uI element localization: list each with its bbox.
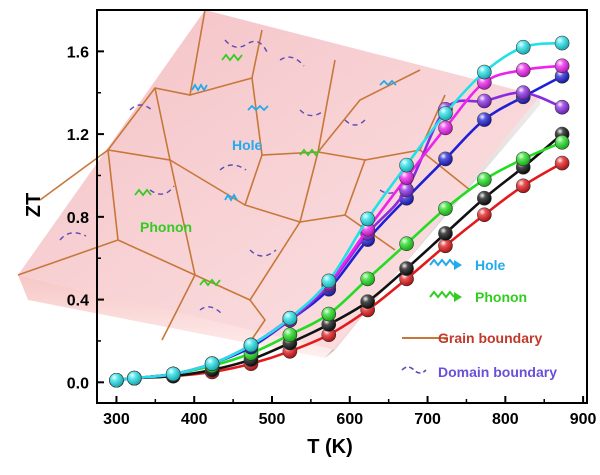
data-point-shine [438,151,453,166]
data-point-shine [438,106,453,121]
data-point-shine [109,373,124,388]
data-point-shine [321,327,336,342]
grain-boundaries [17,9,471,346]
data-point-shine [282,311,297,326]
data-point-shine [244,338,258,353]
y-tick-label: 1.6 [67,44,89,61]
series-6 [109,35,570,388]
data-point-shine [127,371,142,386]
data-point-shine [555,58,570,73]
hole-waves [191,79,397,202]
data-point-shine [282,327,297,342]
data-point-shine [477,65,492,80]
data-point-shine [399,236,414,251]
data-point-shine [477,172,492,187]
data-point-shine [438,201,453,216]
legend-label: Grain boundary [438,330,542,346]
data-point-shine [321,317,336,332]
x-tick-label: 500 [259,411,286,428]
data-point-shine [321,273,336,288]
x-tick-label: 600 [336,411,363,428]
x-axis-title: T (K) [307,436,353,458]
legend-item-dashed-line: Domain boundary [401,364,557,380]
data-point-shine [438,238,453,253]
data-point-shine [321,307,336,322]
series-layer [109,35,570,388]
data-point-shine [399,271,414,286]
x-tick-label: 400 [181,411,208,428]
data-point-shine [399,170,414,185]
axes [96,9,588,404]
y-tick-label: 1.2 [67,127,89,144]
data-point-shine [360,271,375,286]
legend-arrow [454,292,462,302]
slab-top-face [18,10,540,350]
plot-frame [96,9,588,404]
data-point-shine [516,178,531,193]
y-axis-title: ZT [23,193,45,217]
x-tick-label: 900 [570,411,597,428]
legend-swatch [429,290,455,299]
y-tick-label: 0.4 [67,293,89,310]
data-point-shine [360,294,375,309]
data-point-shine [205,356,220,371]
data-point-shine [438,226,453,241]
data-point-shine [477,207,492,222]
legend-item-solid-line: Grain boundary [402,330,542,346]
x-tick-label: 700 [414,411,441,428]
legend-swatch [429,258,455,267]
data-point-shine [555,69,570,84]
legend-label: Hole [475,257,506,273]
legend-swatch [401,366,427,374]
data-point-shine [477,191,492,206]
y-tick-label: 0.8 [67,210,89,227]
y-tick-label: 0.0 [67,375,89,392]
phonon-waves [134,53,321,287]
data-point-shine [555,36,570,51]
data-point-shine [516,40,531,55]
data-point-shine [166,367,181,382]
data-point-shine [516,85,531,100]
data-point-shine [360,211,375,226]
data-point-shine [555,156,570,171]
x-tick-label: 800 [492,411,519,428]
data-point-shine [399,158,414,173]
legend: Hole Phonon Grain boundary Domain boundary [401,257,557,380]
data-point-shine [477,94,492,109]
x-tick-label: 300 [103,411,130,428]
data-point-shine [516,151,531,166]
legend-label: Domain boundary [438,364,557,380]
legend-arrow [454,260,462,270]
domain-boundaries [59,39,403,315]
data-point-shine [516,62,531,77]
data-point-shine [399,261,414,276]
ticks: 300 400 500 600 700 800 900 0.0 0.4 0.8 1.2 1.6 [67,44,597,428]
data-point-shine [477,112,492,127]
inset-phonon-label: Phonon [140,219,192,235]
legend-item-hole-wave: Hole [429,257,506,273]
legend-item-phonon-wave: Phonon [429,289,527,305]
legend-label: Phonon [475,289,527,305]
inset-hole-label: Hole [232,137,263,153]
data-point-shine [438,120,453,135]
data-point-shine [555,135,570,150]
data-point-shine [477,75,492,90]
data-point-shine [555,100,570,115]
data-point-shine [399,182,414,197]
